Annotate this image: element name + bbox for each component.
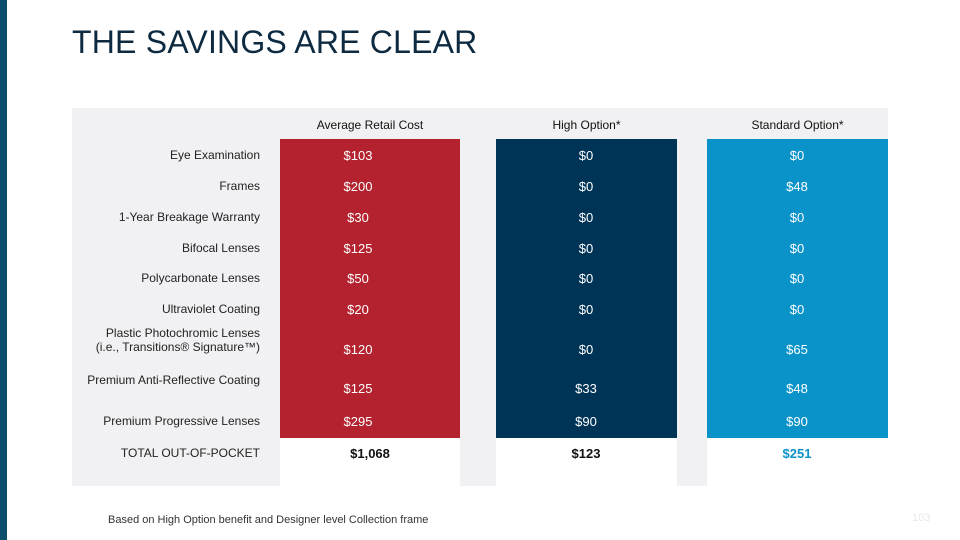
standard-option-value: $48 [786, 381, 808, 396]
standard-option-value: $0 [789, 302, 805, 317]
high-option-value: $90 [575, 414, 597, 429]
high-option-value: $33 [575, 381, 597, 396]
standard-option-value: $0 [789, 210, 805, 225]
column-header-high-option: High Option* [552, 118, 621, 132]
high-option-value: $0 [578, 179, 594, 194]
page-number: 103 [912, 512, 931, 524]
row-label-line: (i.e., Transitions® Signature™) [95, 340, 260, 354]
standard-option-value: $65 [786, 342, 808, 357]
row-label: Premium Progressive Lenses [103, 414, 260, 428]
high-option-value: $0 [578, 148, 594, 163]
column-header-standard-option: Standard Option* [751, 118, 844, 132]
retail-value: $295 [343, 414, 373, 429]
retail-total-value: $1,068 [350, 446, 390, 461]
retail-value: $20 [347, 302, 369, 317]
left-accent-bar [0, 0, 7, 540]
high-option-value: $0 [578, 241, 594, 256]
standard-option-value: $48 [786, 179, 808, 194]
retail-total-cell [280, 438, 460, 486]
column-header-retail: Average Retail Cost [316, 118, 424, 132]
row-label: Ultraviolet Coating [161, 302, 260, 316]
retail-value: $103 [343, 148, 373, 163]
standard-option-column-band [707, 139, 888, 438]
retail-value: $120 [343, 342, 373, 357]
footnote: Based on High Option benefit and Designe… [108, 514, 429, 526]
row-label: Frames [219, 179, 260, 193]
high-option-total-cell [496, 438, 677, 486]
row-label: Eye Examination [169, 148, 260, 162]
retail-value: $50 [347, 271, 369, 286]
standard-option-total-cell [707, 438, 888, 486]
standard-option-total-value: $251 [782, 446, 812, 461]
total-label: TOTAL OUT-OF-POCKET [120, 446, 260, 460]
standard-option-value: $90 [786, 414, 808, 429]
retail-value: $30 [347, 210, 369, 225]
row-label-line: Plastic Photochromic Lenses [105, 326, 260, 340]
page-title: THE SAVINGS ARE CLEAR [72, 24, 478, 60]
retail-column-band [280, 139, 460, 438]
row-label: Bifocal Lenses [181, 241, 260, 255]
high-option-column-band [496, 139, 677, 438]
standard-option-value: $0 [789, 271, 805, 286]
high-option-value: $0 [578, 271, 594, 286]
standard-option-value: $0 [789, 148, 805, 163]
row-label: Premium Anti-Reflective Coating [87, 373, 260, 387]
row-label: 1-Year Breakage Warranty [118, 210, 260, 224]
row-label: Polycarbonate Lenses [141, 271, 260, 285]
high-option-value: $0 [578, 342, 594, 357]
row-label: Plastic Photochromic Lenses (i.e., Trans… [96, 326, 260, 354]
retail-value: $125 [343, 241, 373, 256]
retail-value: $200 [343, 179, 373, 194]
high-option-value: $0 [578, 302, 594, 317]
standard-option-value: $0 [789, 241, 805, 256]
high-option-total-value: $123 [571, 446, 601, 461]
retail-value: $125 [343, 381, 373, 396]
high-option-value: $0 [578, 210, 594, 225]
